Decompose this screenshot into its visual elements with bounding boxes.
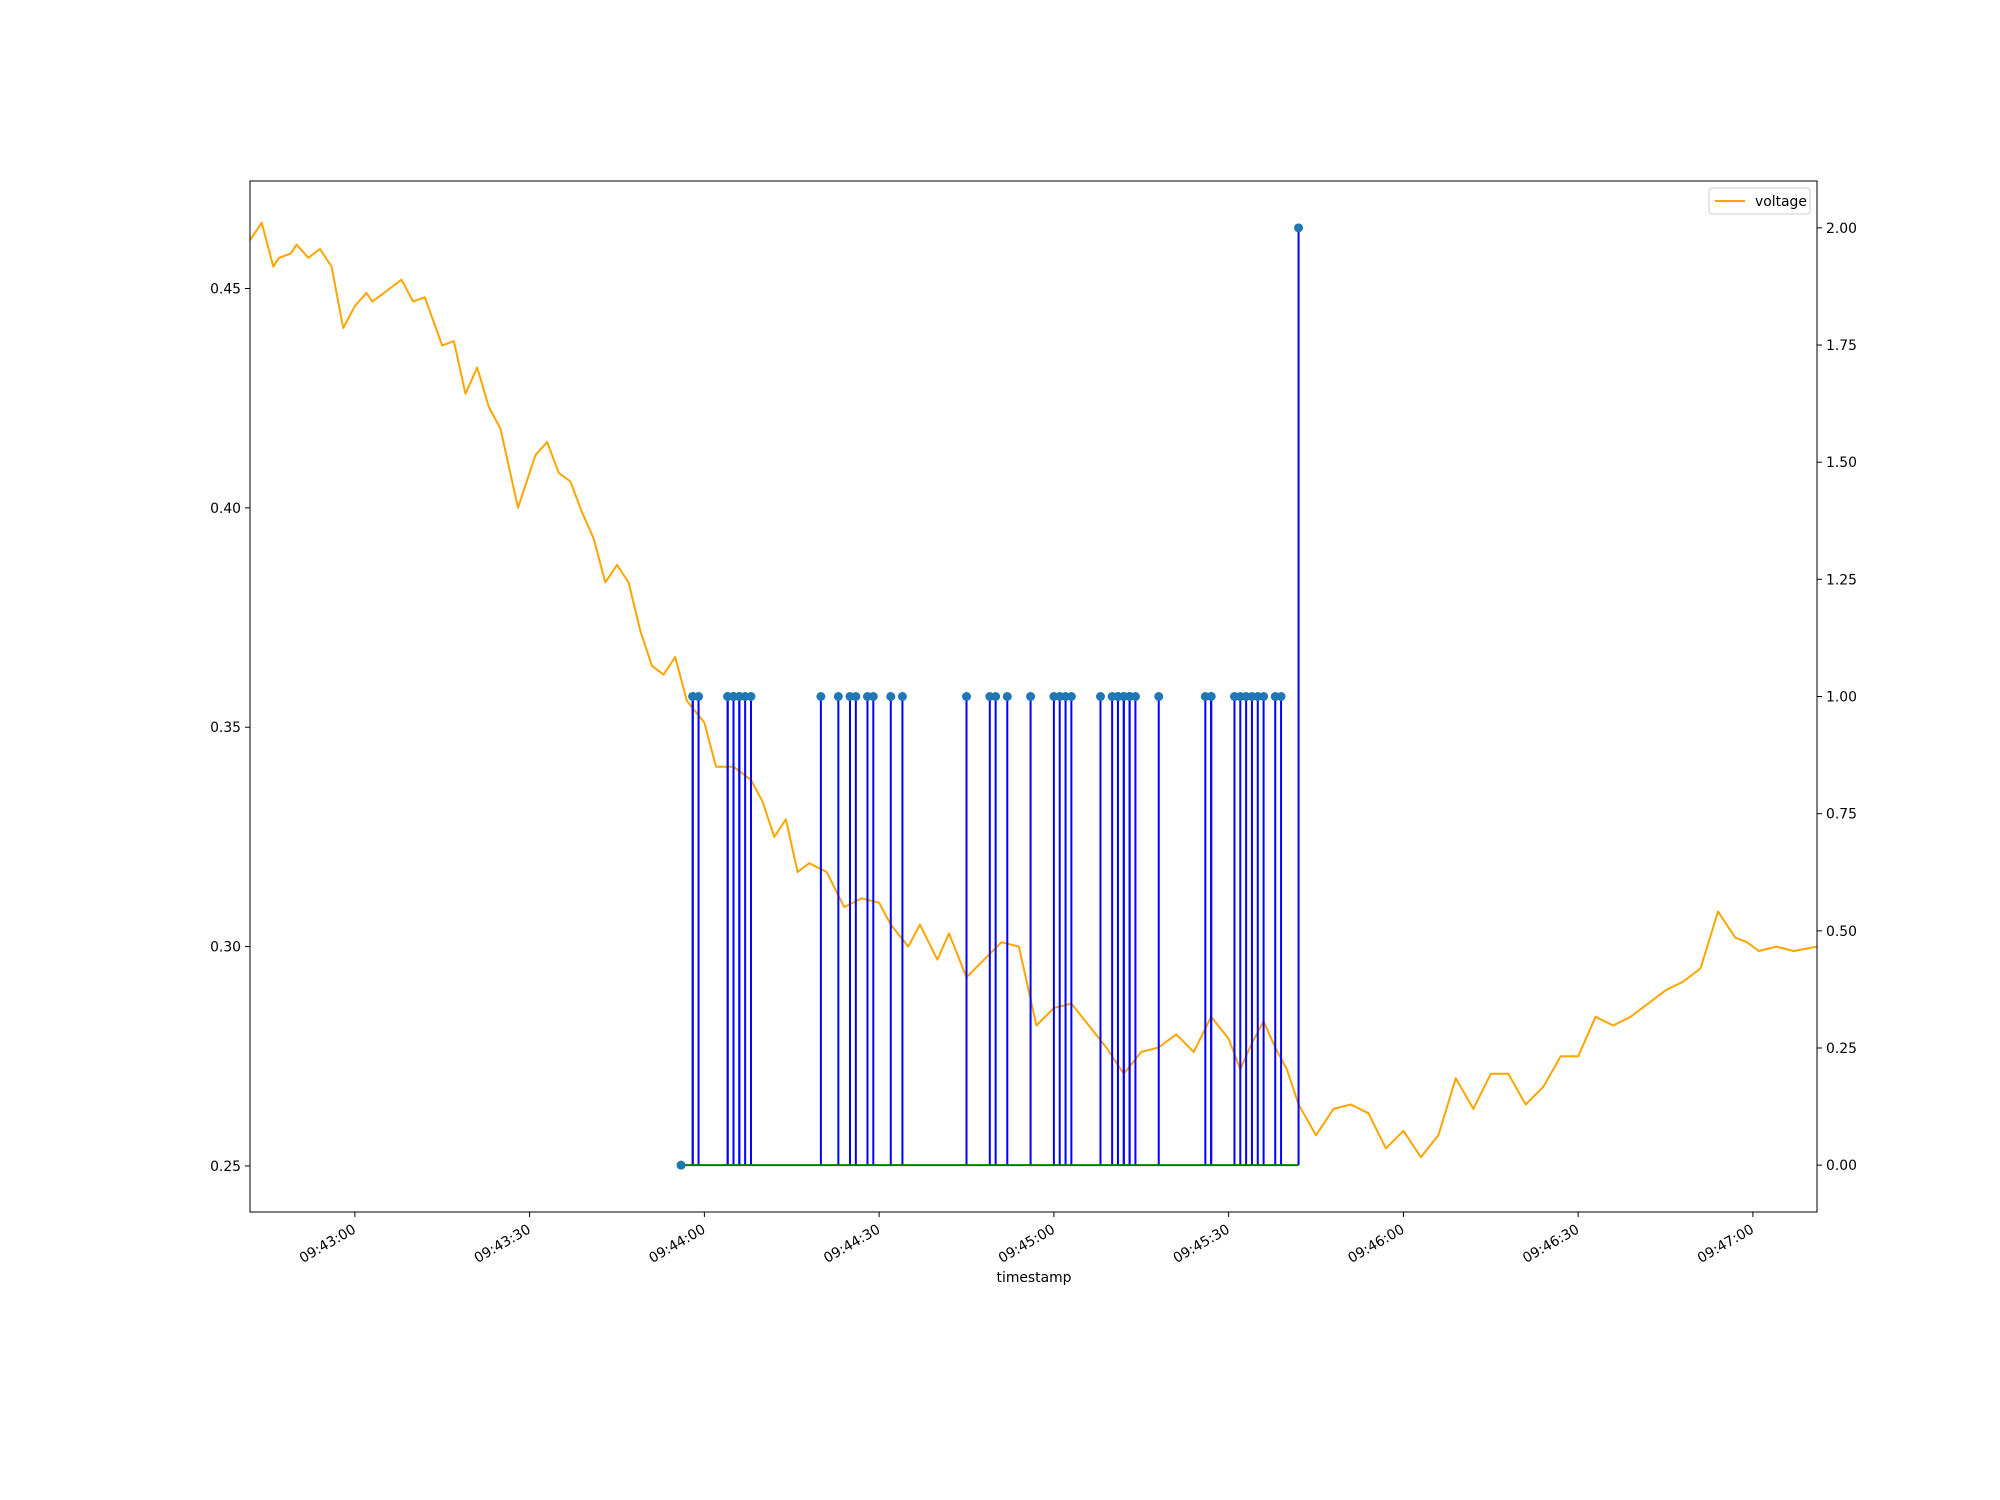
event-marker: [1002, 692, 1012, 701]
y2-tick-label: 0.25: [1826, 1041, 1857, 1057]
event-marker: [886, 692, 896, 701]
y-tick-label: 0.30: [210, 940, 241, 956]
event-marker: [1026, 692, 1036, 701]
x-axis-title: timestamp: [997, 1270, 1072, 1286]
y2-tick-label: 2.00: [1826, 221, 1857, 237]
event-marker: [1294, 223, 1304, 233]
y2-tick-label: 0.50: [1826, 924, 1857, 940]
event-marker: [1095, 692, 1105, 701]
y-tick-label: 0.45: [210, 281, 241, 297]
y2-tick-label: 1.00: [1826, 690, 1857, 706]
y2-tick-label: 1.25: [1826, 572, 1857, 588]
y-tick-label: 0.35: [210, 720, 241, 736]
event-marker: [694, 692, 704, 701]
event-marker: [851, 692, 861, 701]
plot-area: [249, 221, 1818, 1170]
event-marker: [1154, 692, 1164, 701]
event-marker: [1259, 692, 1269, 701]
y2-tick-label: 0.75: [1826, 807, 1857, 823]
event-marker: [1130, 692, 1140, 701]
y2-tick-label: 0.00: [1826, 1158, 1857, 1174]
y2-tick-label: 1.75: [1826, 338, 1857, 354]
event-marker: [1066, 692, 1076, 701]
legend-box: [1708, 187, 1811, 215]
event-marker: [868, 692, 878, 701]
event-marker: [833, 692, 843, 701]
legend: voltage: [1708, 187, 1811, 215]
event-marker: [816, 692, 826, 701]
event-marker: [1276, 692, 1286, 701]
y2-tick-label: 1.50: [1826, 455, 1857, 471]
legend-label-voltage: voltage: [1755, 194, 1807, 210]
event-marker: [962, 692, 972, 701]
y-tick-label: 0.25: [210, 1159, 241, 1175]
event-marker: [897, 692, 907, 701]
voltage-line: [249, 221, 1818, 1159]
event-marker: [676, 1160, 686, 1170]
event-marker: [746, 692, 756, 701]
y-axis-right: 0.00 0.25 0.50 0.75 1.00 1.25 1.50 1.75 2.00: [1817, 221, 1857, 1174]
y-tick-label: 0.40: [210, 501, 241, 517]
event-marker: [1206, 692, 1216, 701]
event-stems: [676, 223, 1304, 1170]
y-axis-left: 0.25 0.30 0.35 0.40 0.45: [210, 281, 250, 1175]
voltage-series: [249, 221, 1818, 1159]
event-marker: [991, 692, 1001, 701]
